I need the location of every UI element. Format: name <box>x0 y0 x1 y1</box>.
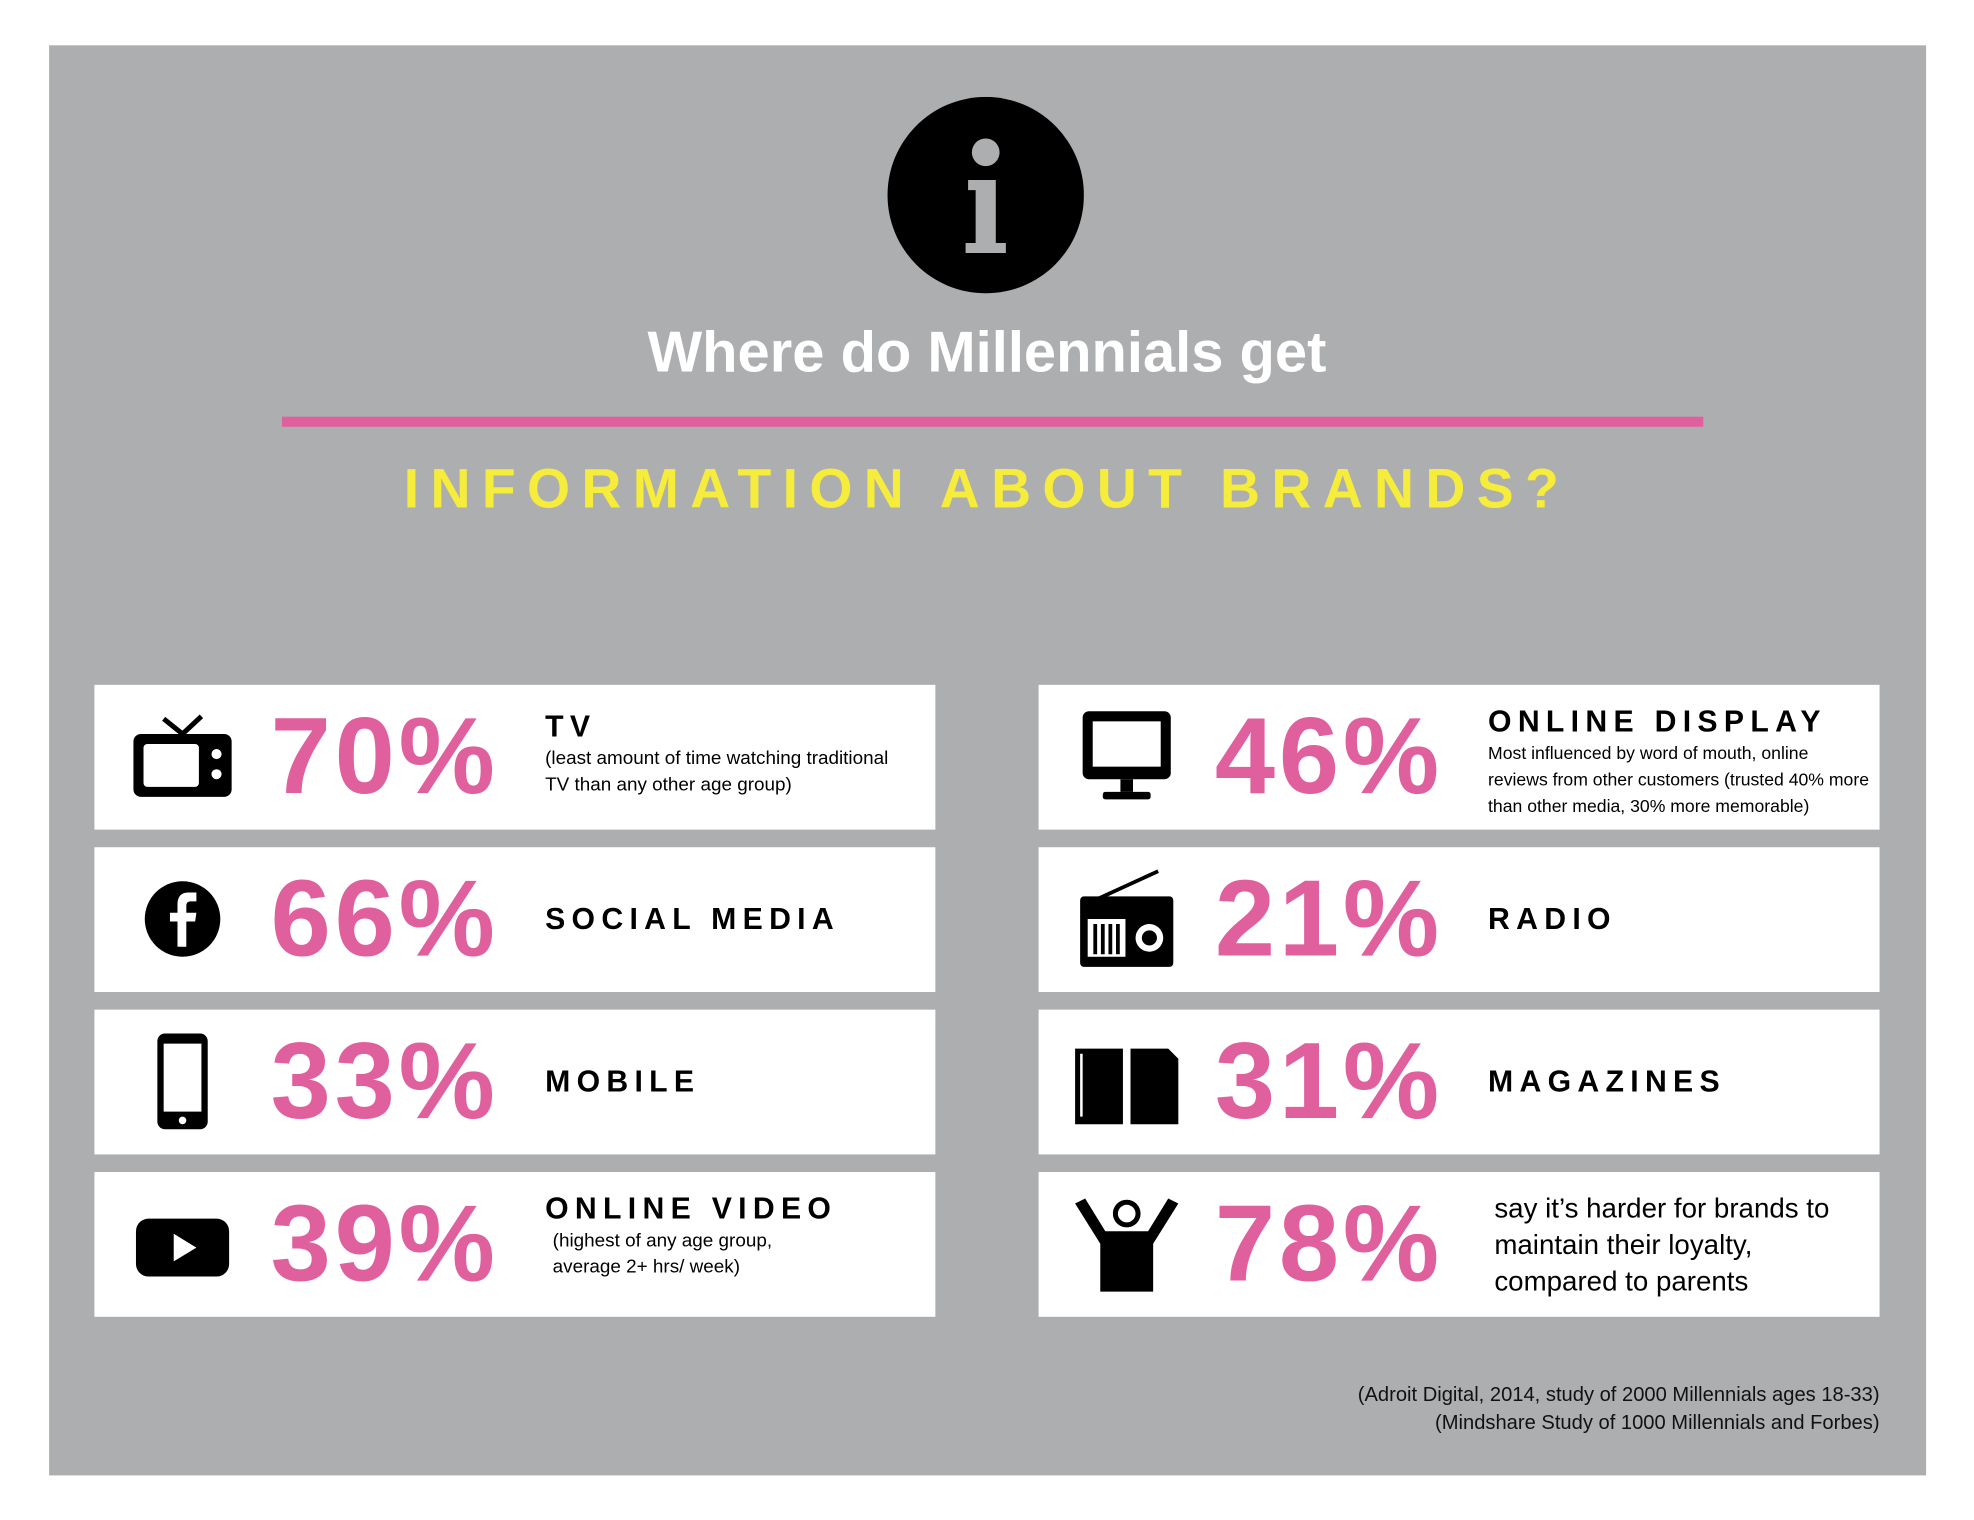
card: 78% say it’s harder for brands to mainta… <box>1038 1172 1880 1317</box>
percent: 70% <box>270 696 499 818</box>
tv-icon <box>133 714 232 797</box>
percent: 33% <box>270 1020 499 1142</box>
title: Where do Millennials get <box>647 318 1327 384</box>
card: 39% ONLINE VIDEO (highest of any age grou… <box>94 1172 936 1317</box>
label-block: RADIO <box>1488 847 1869 992</box>
note: Most influenced by word of mouth, online… <box>1488 742 1870 816</box>
percent: 66% <box>270 858 499 980</box>
monitor-icon <box>1082 711 1171 800</box>
label: TV <box>545 710 597 745</box>
label-block: ONLINE VIDEO (highest of any age group, a… <box>545 1172 925 1337</box>
percent: 31% <box>1214 1020 1443 1142</box>
card: 66% SOCIAL MEDIA <box>94 847 936 993</box>
card: 33% MOBILE <box>94 1009 936 1155</box>
card: 46% ONLINE DISPLAY Most influenced by wor… <box>1038 684 1880 830</box>
label: RADIO <box>1488 902 1617 936</box>
label: MAGAZINES <box>1488 1064 1726 1099</box>
label-block: MOBILE <box>545 1010 925 1155</box>
percent: 78% <box>1214 1183 1443 1305</box>
percent: 39% <box>270 1183 499 1305</box>
label: ONLINE DISPLAY <box>1488 704 1827 739</box>
percent: 46% <box>1214 696 1443 818</box>
label: ONLINE VIDEO <box>545 1192 838 1227</box>
divider <box>281 416 1704 427</box>
radio-icon <box>1080 869 1174 967</box>
label-block: TV (least amount of time watching traditi… <box>545 685 925 855</box>
info-icon <box>887 96 1084 294</box>
card: 31% MAGAZINES <box>1038 1009 1880 1155</box>
statement: say it’s harder for brands to maintain t… <box>1494 1192 1830 1297</box>
card: 70% TV (least amount of time watching tra… <box>94 684 936 830</box>
magazine-icon <box>1075 1048 1179 1125</box>
mobile-icon <box>157 1033 208 1130</box>
note: (least amount of time watching tradition… <box>545 747 889 796</box>
card: 21% RADIO <box>1038 847 1880 993</box>
video-icon <box>135 1218 230 1277</box>
source: (Mindshare Study of 1000 Millennials and… <box>1435 1412 1880 1434</box>
label-block: MAGAZINES <box>1488 1010 1869 1155</box>
percent: 21% <box>1214 858 1443 980</box>
label-block: ONLINE DISPLAY Most influenced by word of… <box>1488 685 1869 850</box>
label-block: SOCIAL MEDIA <box>545 847 925 992</box>
label-block: say it’s harder for brands to maintain t… <box>1494 1172 1834 1317</box>
source: (Adroit Digital, 2014, study of 2000 Mil… <box>1357 1384 1880 1407</box>
label: SOCIAL MEDIA <box>545 902 840 936</box>
note: (highest of any age group, average 2+ hr… <box>552 1229 773 1278</box>
person-icon <box>1075 1198 1179 1292</box>
subtitle: INFORMATION ABOUT BRANDS? <box>403 458 1571 520</box>
label: MOBILE <box>545 1064 701 1099</box>
facebook-icon <box>144 881 221 957</box>
